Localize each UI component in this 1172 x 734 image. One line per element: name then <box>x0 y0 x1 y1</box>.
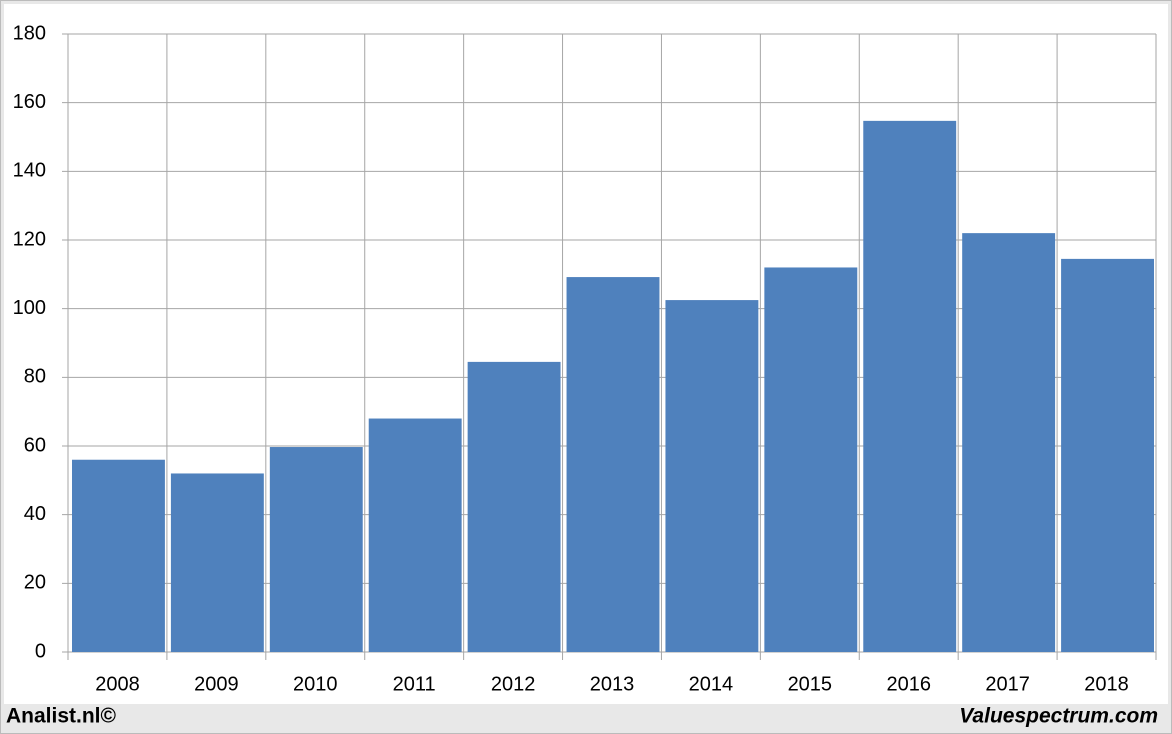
x-tick-label: 2013 <box>590 673 635 695</box>
x-tick-label: 2016 <box>886 673 931 695</box>
x-tick-label: 2008 <box>95 673 140 695</box>
bar <box>368 418 462 652</box>
x-tick-label: 2009 <box>194 673 239 695</box>
bar <box>566 277 660 652</box>
footer-right: Valuespectrum.com <box>959 705 1158 728</box>
bar <box>72 459 165 652</box>
y-tick-label: 120 <box>13 228 46 250</box>
bar <box>962 233 1056 652</box>
bar <box>764 267 858 652</box>
y-tick-label: 20 <box>24 572 46 594</box>
bar <box>863 120 957 652</box>
x-tick-label: 2014 <box>689 673 734 695</box>
x-tick-label: 2011 <box>393 673 436 695</box>
footer-left: Analist.nl© <box>6 705 117 728</box>
y-tick-label: 60 <box>24 434 46 456</box>
y-tick-label: 100 <box>13 297 46 319</box>
x-tick-label: 2010 <box>293 673 338 695</box>
y-tick-label: 0 <box>35 640 46 662</box>
x-tick-label: 2017 <box>985 673 1030 695</box>
bar <box>467 361 561 652</box>
bar <box>1061 258 1154 652</box>
y-tick-label: 160 <box>13 91 46 113</box>
bar <box>269 447 363 652</box>
y-tick-label: 140 <box>13 160 46 182</box>
y-tick-label: 180 <box>13 22 46 44</box>
x-tick-label: 2012 <box>491 673 536 695</box>
x-tick-label: 2015 <box>788 673 833 695</box>
y-tick-label: 80 <box>24 366 46 388</box>
bar <box>170 473 264 652</box>
y-tick-label: 40 <box>24 503 46 525</box>
bar <box>665 300 759 652</box>
x-tick-label: 2018 <box>1084 673 1129 695</box>
